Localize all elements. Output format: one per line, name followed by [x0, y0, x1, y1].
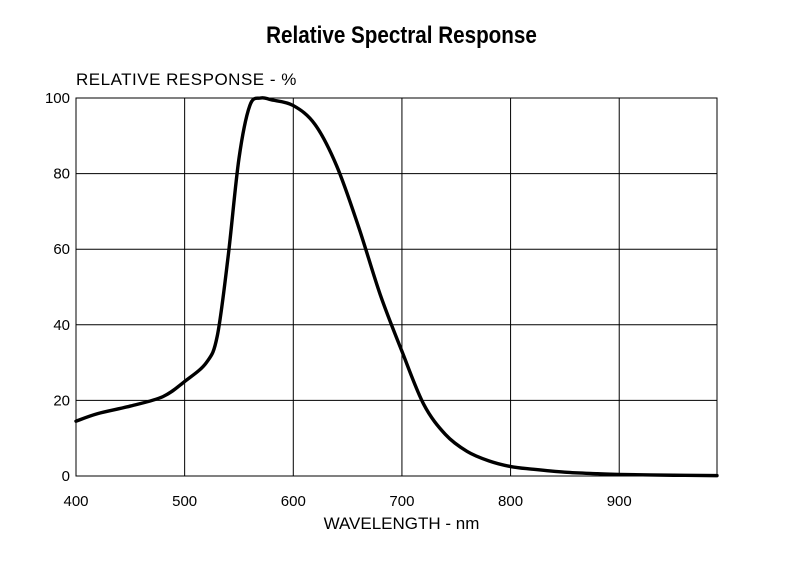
y-tick-label: 20: [53, 392, 70, 409]
x-tick-label: 500: [172, 493, 197, 510]
tick-labels: 400 500 600 700 800 900 0 20 40 60 80 100: [45, 90, 632, 510]
x-axis-label: WAVELENGTH - nm: [323, 514, 480, 533]
x-tick-label: 800: [498, 493, 523, 510]
y-tick-label: 40: [53, 317, 70, 334]
y-tick-label: 100: [45, 90, 70, 107]
x-tick-label: 600: [281, 493, 306, 510]
y-axis-label: RELATIVE RESPONSE - %: [76, 70, 297, 89]
grid-lines: [76, 98, 717, 476]
x-tick-label: 900: [607, 493, 632, 510]
y-tick-label: 80: [53, 166, 70, 183]
x-tick-label: 700: [389, 493, 414, 510]
response-curve: [74, 96, 719, 478]
y-tick-label: 60: [53, 241, 70, 258]
x-tick-label: 400: [63, 493, 88, 510]
plot-area-frame: [75, 97, 718, 477]
y-tick-label: 0: [62, 468, 70, 485]
chart-title: Relative Spectral Response: [266, 22, 537, 49]
